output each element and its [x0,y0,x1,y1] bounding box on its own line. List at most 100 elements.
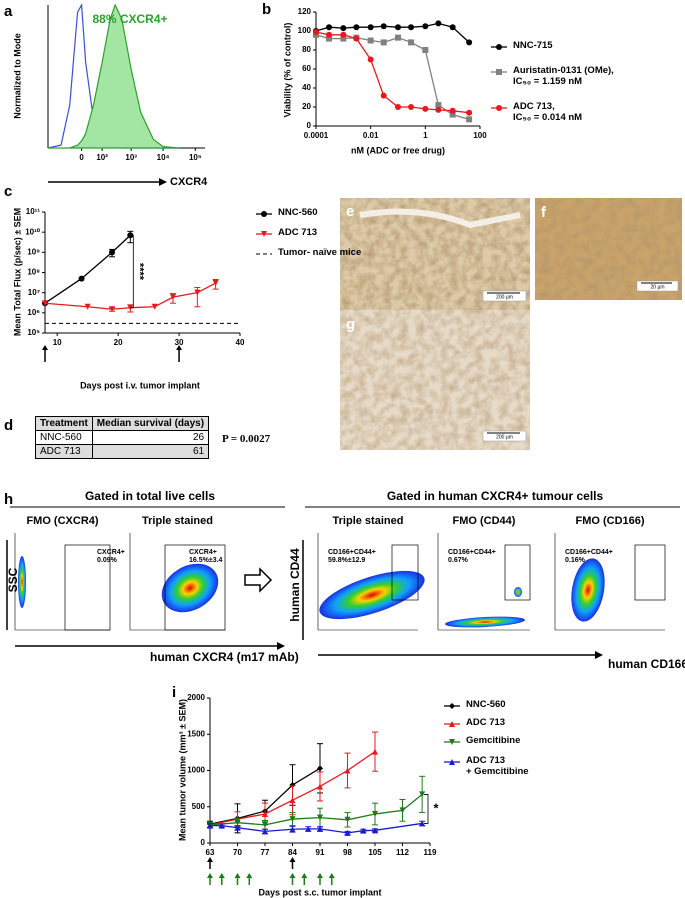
point [380,23,387,30]
x-axis-label: nM (ADC or free drug) [351,145,445,155]
legend-entry: Auristatin-0131 (OMe), IC₅₀ = 1.159 nM [513,65,614,87]
point [419,820,426,827]
scale-bar-label: 200 µm [496,294,513,300]
point [380,39,387,46]
x-tick-label: 105 [368,848,382,857]
y-tick-label: 120 [298,7,312,16]
plot-title: FMO (CD44) [453,515,516,527]
x-tick-label: 20 [114,338,123,347]
point [395,34,401,41]
point [466,116,473,123]
y-tick-label: 40 [302,83,311,92]
plot-title: FMO (CXCR4) [26,515,98,527]
x-tick-label: 10 [53,338,62,347]
column-header: Median survival (days) [91,416,210,431]
p-value: P = 0.0027 [222,433,271,445]
panel-label: b [262,1,271,18]
point [367,24,374,31]
point [449,111,456,118]
point [372,827,378,834]
legend-symbol [449,721,455,727]
x-tick-label: 10³ [125,153,137,162]
point [326,24,333,31]
point [289,826,296,833]
point [151,303,158,310]
y-tick-label: 100 [298,26,312,35]
dose-arrow-head [328,873,335,878]
gate-label: CXCR4+ 16.5%±3.4 [189,549,223,565]
legend-symbol [261,231,267,237]
plot-title: Triple stained [142,515,213,527]
point [305,825,312,832]
panel-label: i [172,684,176,701]
point [262,821,268,828]
density-blob [319,570,425,620]
x-tick-label: 63 [206,848,215,857]
point [317,814,323,821]
dose-arrow-head [246,873,253,878]
scale-bar-label: 200 µm [496,434,513,440]
dose-arrow-head [317,873,323,878]
point [317,783,323,790]
panel-label: e [346,203,354,220]
histogram [48,3,179,149]
significance-bracket [130,234,134,309]
point [353,35,360,42]
dose-arrow-head [289,857,296,862]
group-title: Gated in total live cells [85,489,215,503]
dose-arrow-head [207,857,213,862]
y-tick-label: 10⁵ [27,328,40,337]
density-blob [571,558,605,622]
legend-symbol [449,703,455,709]
series-line [315,31,470,114]
point [435,20,442,27]
dose-arrow-head [207,873,213,878]
x-tick-label: 100 [473,131,487,140]
series-line [44,234,131,304]
survival-table: Treatment Median survival (days) NNC-560 2… [35,416,210,459]
point [408,39,415,46]
dose-arrow-head [234,873,241,878]
gate [64,544,111,631]
x-tick-label: 0 [79,153,84,162]
x-tick-label: 84 [288,848,297,857]
panel-label: h [4,491,13,508]
y-tick-label: 10⁹ [27,247,40,256]
legend-entry: NNC-715 [513,40,553,51]
point [289,816,296,823]
point [360,827,367,834]
arrow-head [277,642,285,650]
y-tick-label: 0 [201,838,206,847]
point [317,765,323,772]
point [78,275,85,282]
point [289,782,296,788]
point [340,25,347,32]
y-tick-label: 0 [307,121,312,130]
point [372,748,378,755]
flow-arrow [244,567,273,593]
legend-entry: ADC 713 [278,227,318,238]
x-tick-label: 40 [236,338,245,347]
point [42,300,48,307]
point [218,822,225,829]
dose-arrow-head [176,345,183,350]
scale-bar-box [482,430,527,442]
x-tick-label: 0.01 [363,131,379,140]
point [194,289,201,296]
x-axis-label: Days post i.v. tumor implant [80,380,200,390]
panel-label: f [541,204,547,221]
y-tick-label: 10¹⁰ [25,227,41,236]
y-tick-label: 1500 [187,729,205,738]
gate-label: CD166+CD44+ 59.8%±12.9 [328,549,376,565]
legend-symbol [449,739,455,745]
histology-texture [340,310,530,450]
arrow-head [595,651,603,659]
gate [391,544,419,601]
x-tick-label: 119 [424,848,437,857]
panel-label: a [4,3,13,20]
point [340,35,347,42]
density-blob [18,556,26,608]
x-tick-label: 98 [343,848,352,857]
y-tick-label: 80 [302,45,311,54]
